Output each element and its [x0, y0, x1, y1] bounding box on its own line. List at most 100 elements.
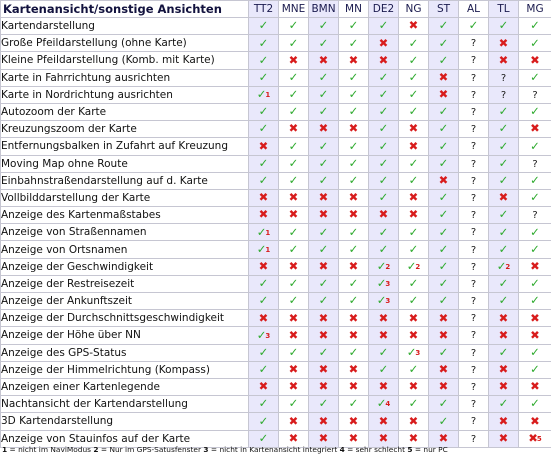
check-icon: ✓ — [438, 396, 449, 411]
cell-yes: ✓ — [278, 154, 309, 173]
check-icon: ✓ — [408, 276, 419, 291]
check-icon: ✓ — [530, 276, 540, 291]
cell-unknown: ? — [488, 85, 519, 104]
cell-yes: ✓ — [428, 257, 459, 276]
cell-no: ✖ — [488, 360, 519, 379]
cross-icon: ✖ — [288, 190, 299, 205]
cell-no: ✖ — [518, 120, 551, 139]
check-icon: ✓ — [530, 293, 540, 308]
cell-yes: ✓ — [398, 68, 429, 87]
cell-no: ✖ — [338, 188, 369, 208]
cell-yes: ✓ — [428, 274, 459, 294]
cross-icon: ✖ — [318, 121, 329, 136]
cell-yes: ✓ — [278, 102, 309, 122]
check-icon: ✓ — [256, 224, 267, 239]
cell-no: ✖ — [308, 309, 339, 328]
check-icon: ✓ — [376, 276, 387, 291]
cross-icon: ✖ — [318, 258, 329, 273]
cell-no: ✖ — [368, 377, 399, 397]
check-icon: ✓ — [376, 293, 387, 308]
cell-yes: ✓ — [338, 274, 369, 294]
check-icon: ✓ — [498, 293, 509, 308]
cross-icon: ✖ — [348, 430, 359, 445]
cell-no: ✖ — [398, 206, 429, 225]
cell-yes: ✓ — [488, 154, 519, 173]
cell-yes: ✓ — [338, 102, 369, 122]
footnote-marker: 1 — [265, 228, 271, 237]
cross-icon: ✖ — [318, 327, 329, 342]
check-icon: ✓ — [530, 344, 540, 359]
cell-no: ✖ — [278, 377, 309, 397]
legend-number: 2 — [93, 445, 99, 454]
cross-icon: ✖ — [438, 310, 449, 325]
cell-yes: ✓ — [518, 343, 551, 362]
question-mark-icon: ? — [470, 382, 477, 394]
cross-icon: ✖ — [530, 310, 540, 325]
check-icon: ✓ — [498, 276, 509, 291]
question-mark-icon: ? — [532, 89, 538, 101]
cell-no: ✖ — [308, 188, 339, 208]
cell-yes: ✓ — [338, 154, 369, 173]
check-icon: ✓ — [288, 35, 299, 50]
cell-no: ✖ — [368, 206, 399, 225]
question-mark-icon: ? — [470, 107, 477, 119]
footnote-marker: 3 — [385, 297, 391, 306]
cell-no: ✖ — [308, 326, 339, 345]
cell-yes: ✓ — [368, 360, 399, 379]
cross-icon: ✖ — [438, 379, 449, 394]
check-icon: ✓ — [378, 138, 389, 153]
cross-icon: ✖ — [318, 362, 329, 377]
table-row: Anzeige der Ankunftszeit ✓ ✓ ✓ ✓ ✓3 ✓ ✓? ✓ ✓ — [0, 291, 551, 311]
cell-no: ✖ — [428, 429, 459, 448]
legend-text: nicht in Kartenansicht integriert — [219, 445, 338, 454]
cross-icon: ✖ — [258, 138, 269, 153]
check-icon: ✓ — [406, 258, 417, 273]
check-icon: ✓ — [530, 173, 540, 188]
cross-icon: ✖ — [408, 18, 419, 33]
cell-yes: ✓ — [338, 16, 369, 36]
cell-yes: ✓ — [428, 51, 459, 70]
cell-yes: ✓ — [278, 85, 309, 104]
check-icon: ✓ — [256, 241, 267, 256]
check-icon: ✓ — [348, 35, 359, 50]
table-row: Anzeige der Höhe über NN ✓3 ✖ ✖ ✖ ✖ ✖ ✖? ✖ ✖ — [0, 326, 551, 345]
cell-no: ✖ — [488, 51, 519, 70]
cell-no: ✖ — [488, 377, 519, 397]
cell-yes: ✓ — [278, 274, 309, 294]
cell-yes: ✓ — [398, 223, 429, 242]
cross-icon: ✖ — [288, 258, 299, 273]
cross-icon: ✖ — [288, 310, 299, 325]
cell-yes: ✓ — [248, 395, 279, 414]
question-mark-icon: ? — [470, 278, 477, 290]
check-icon: ✓ — [498, 396, 509, 411]
cross-icon: ✖ — [498, 413, 509, 428]
cell-yes: ✓3 — [368, 291, 399, 311]
question-mark-icon: ? — [500, 89, 507, 101]
cell-yes: ✓ — [488, 240, 519, 259]
check-icon: ✓ — [288, 293, 299, 308]
check-icon: ✓ — [498, 104, 509, 119]
check-icon: ✓ — [438, 241, 449, 256]
cell-yes: ✓ — [368, 154, 399, 173]
cell-yes: ✓ — [368, 188, 399, 208]
cell-no: ✖ — [338, 257, 369, 276]
cell-yes: ✓ — [428, 412, 459, 431]
legend-item: 5 = nur PC — [407, 445, 448, 454]
cell-yes: ✓3 — [398, 343, 429, 362]
cell-no: ✖ — [338, 412, 369, 431]
check-icon: ✓ — [348, 173, 359, 188]
legend-item: 3 = nicht in Kartenansicht integriert — [203, 445, 338, 454]
cross-icon: ✖ — [348, 207, 359, 222]
cell-unknown: ? — [458, 309, 489, 328]
check-icon: ✓ — [378, 362, 389, 377]
cell-yes: ✓ — [248, 343, 279, 362]
cell-no: ✖ — [248, 188, 279, 208]
cell-yes: ✓2 — [398, 257, 429, 276]
cell-yes: ✓ — [428, 137, 459, 156]
cell-no: ✖ — [368, 326, 399, 345]
question-mark-icon: ? — [500, 72, 507, 84]
check-icon: ✓ — [258, 69, 269, 84]
cross-icon: ✖ — [408, 379, 419, 394]
cell-no: ✖ — [398, 412, 429, 431]
cell-yes: ✓ — [428, 395, 459, 414]
